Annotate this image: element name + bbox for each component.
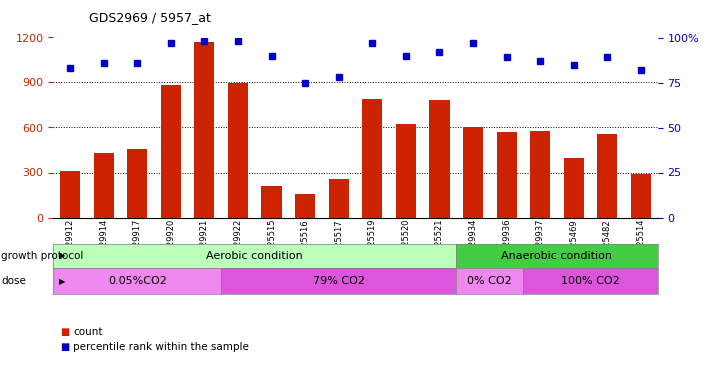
Bar [127,148,147,217]
Text: ■: ■ [60,327,70,337]
Bar [194,42,215,218]
Bar [396,124,416,217]
Bar [362,99,383,218]
Bar [530,131,550,218]
Bar [228,83,248,218]
Bar [496,132,517,218]
Text: ▶: ▶ [59,251,65,260]
Bar [60,171,80,217]
Text: 100% CO2: 100% CO2 [561,276,620,286]
Text: ▶: ▶ [59,277,65,286]
Bar [328,179,349,218]
Text: count: count [73,327,102,337]
Bar [429,100,449,218]
Text: growth protocol: growth protocol [1,251,84,261]
Text: Aerobic condition: Aerobic condition [206,251,303,261]
Bar [262,186,282,218]
Bar [597,134,617,218]
Bar [564,158,584,218]
Text: Anaerobic condition: Anaerobic condition [501,251,612,261]
Bar [161,86,181,218]
Bar [463,127,483,218]
Text: 0% CO2: 0% CO2 [467,276,512,286]
Bar [94,153,114,218]
Text: GDS2969 / 5957_at: GDS2969 / 5957_at [89,11,210,24]
Text: dose: dose [1,276,26,286]
Text: ■: ■ [60,342,70,352]
Text: 0.05%CO2: 0.05%CO2 [108,276,166,286]
Text: 79% CO2: 79% CO2 [313,276,365,286]
Bar [631,174,651,217]
Bar [295,194,315,217]
Text: percentile rank within the sample: percentile rank within the sample [73,342,249,352]
